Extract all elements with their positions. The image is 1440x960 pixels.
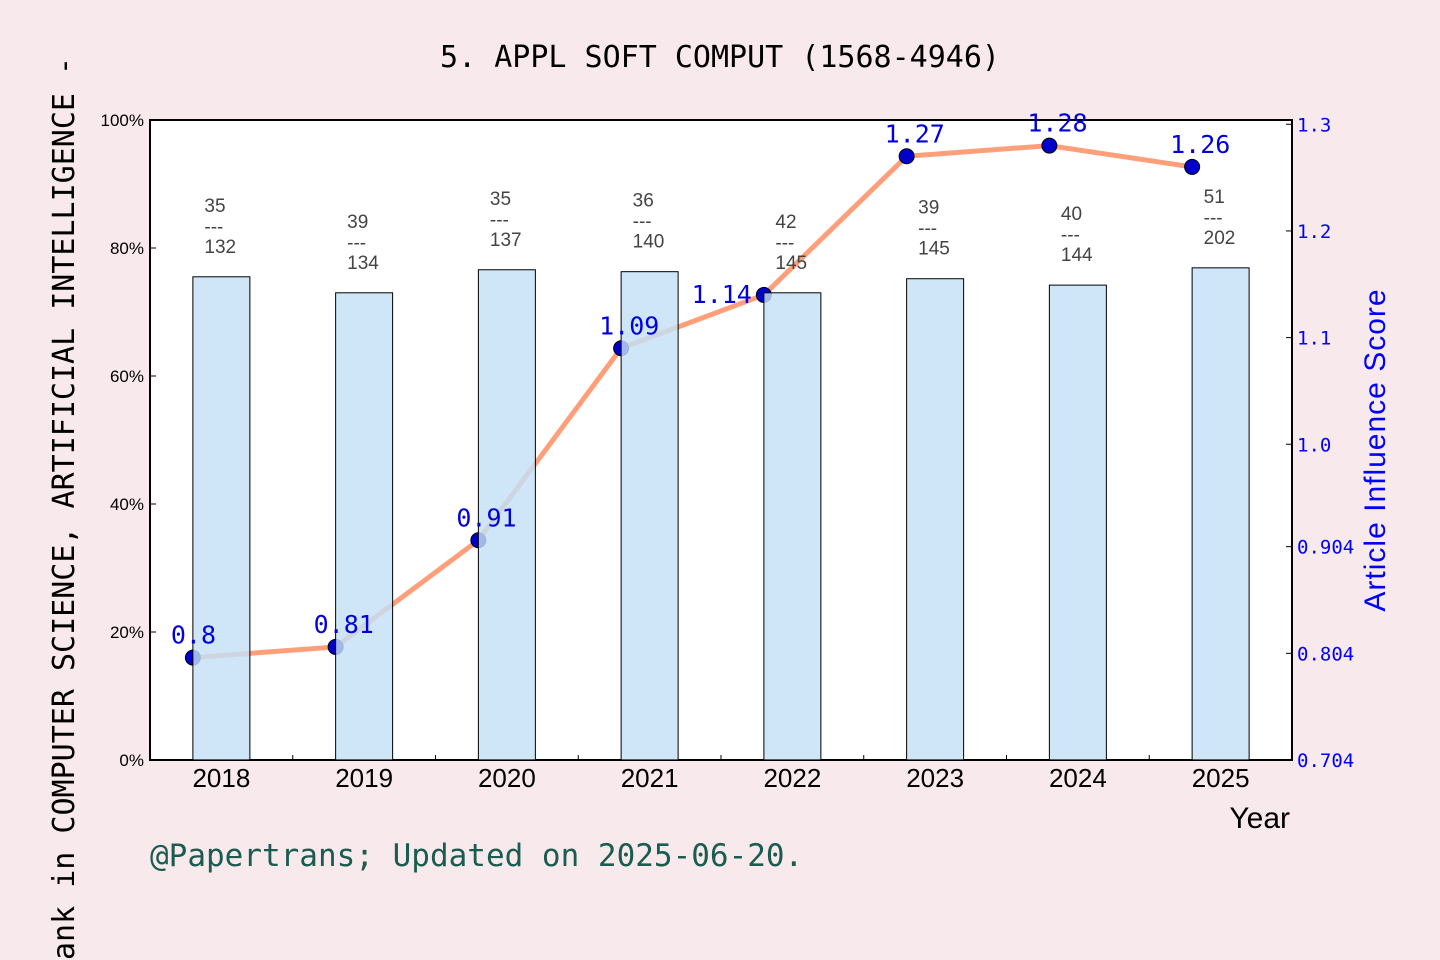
bar-separator: --- <box>918 219 937 240</box>
bar-total-label: 202 <box>1204 228 1236 249</box>
bar-separator: --- <box>204 217 223 238</box>
bar <box>335 292 394 761</box>
x-axis-label: Year <box>1229 802 1290 835</box>
right-tick-label: 1.2 <box>1297 221 1331 243</box>
bar-rank-label: 40 <box>1061 204 1082 225</box>
line-value-label: 1.26 <box>1170 130 1230 159</box>
bar-rank-label: 42 <box>775 212 796 233</box>
x-tick-label: 2019 <box>335 763 393 793</box>
left-axis-label: ank in COMPUTER SCIENCE, ARTIFICIAL INTE… <box>47 57 82 960</box>
line-value-label: 1.28 <box>1027 109 1087 138</box>
bar-separator: --- <box>633 212 652 233</box>
bar-total-label: 137 <box>490 230 522 251</box>
line-value-label: 1.27 <box>885 119 945 148</box>
bar <box>1191 267 1250 761</box>
left-tick-label: 40% <box>110 495 144 514</box>
bar <box>906 278 965 761</box>
bar <box>620 271 679 761</box>
right-tick-label: 1.1 <box>1297 328 1331 350</box>
left-tick-label: 100% <box>101 111 144 130</box>
bar-total-label: 145 <box>918 239 950 260</box>
footer-note: @Papertrans; Updated on 2025-06-20. <box>150 838 803 874</box>
left-tick-label: 60% <box>110 367 144 386</box>
right-tick-label: 1.0 <box>1297 434 1331 456</box>
right-tick-label: 0.904 <box>1297 537 1354 559</box>
line-value-label: 0.8 <box>171 621 216 650</box>
x-tick-label: 2021 <box>621 763 679 793</box>
left-tick-label: 80% <box>110 239 144 258</box>
line-point <box>1041 137 1058 154</box>
bar <box>763 292 822 761</box>
bar-total-label: 134 <box>347 253 379 274</box>
axis-layer: 2018 2019 2020 2021 2022 2023 2024 2025 0% 20% 40%… <box>101 111 1355 793</box>
bar-rank-label: 39 <box>918 198 939 219</box>
bar-rank-label: 39 <box>347 212 368 233</box>
right-tick-label: 1.3 <box>1297 114 1331 136</box>
left-tick-label: 20% <box>110 623 144 642</box>
bar-separator: --- <box>347 233 366 254</box>
line-value-label: 1.14 <box>692 280 752 309</box>
line-value-label: 1.09 <box>599 311 659 340</box>
plot-area <box>149 119 1293 761</box>
bar <box>1048 284 1107 761</box>
bar-total-label: 140 <box>633 232 665 253</box>
x-tick-label: 2022 <box>763 763 821 793</box>
bar <box>477 269 536 761</box>
line-point <box>1184 158 1201 175</box>
x-tick-label: 2018 <box>192 763 250 793</box>
bar <box>192 276 251 761</box>
x-tick-label: 2023 <box>906 763 964 793</box>
line-label-layer: 0.8 0.81 0.91 1.09 1.14 1.27 1.28 1.26 <box>171 109 1230 650</box>
bar-rank-label: 35 <box>490 189 511 210</box>
bar-rank-label: 36 <box>633 191 654 212</box>
right-tick-label: 0.704 <box>1297 750 1354 772</box>
x-tick-label: 2020 <box>478 763 536 793</box>
line-value-label: 0.91 <box>456 503 516 532</box>
bar-rank-label: 35 <box>204 196 225 217</box>
line-point <box>898 148 915 165</box>
bar-rank-label: 51 <box>1204 187 1225 208</box>
right-tick-label: 0.804 <box>1297 643 1354 665</box>
left-tick-label: 0% <box>119 751 144 770</box>
bar-total-label: 144 <box>1061 245 1093 266</box>
bar-separator: --- <box>775 233 794 254</box>
chart-title: 5. APPL SOFT COMPUT (1568-4946) <box>440 40 1000 75</box>
bar-separator: --- <box>1204 208 1223 229</box>
right-axis-label: Article Influence Score <box>1359 288 1392 611</box>
bar-total-label: 145 <box>775 253 807 274</box>
bar-separator: --- <box>1061 225 1080 246</box>
bar-total-label: 132 <box>204 237 236 258</box>
bar-layer: 35---13239---13435---13736---14042---145… <box>192 187 1250 761</box>
x-tick-label: 2025 <box>1192 763 1250 793</box>
line-value-label: 0.81 <box>314 610 374 639</box>
x-tick-label: 2024 <box>1049 763 1107 793</box>
bar-separator: --- <box>490 210 509 231</box>
